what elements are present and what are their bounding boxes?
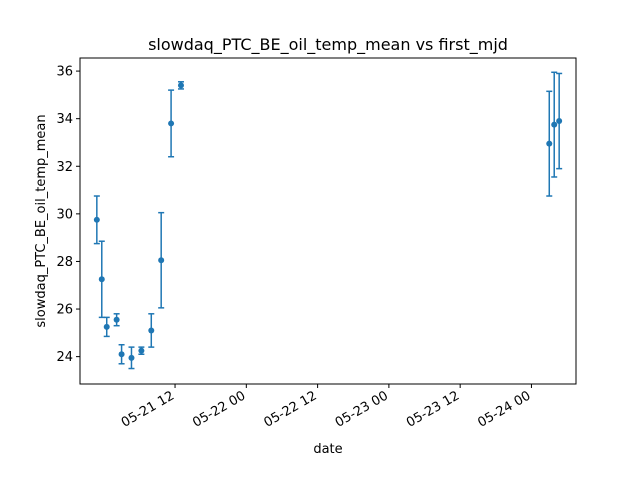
y-tick-label: 30 xyxy=(56,207,73,222)
y-axis: 24 26 28 30 32 34 36 xyxy=(56,65,80,365)
data-points xyxy=(93,71,563,370)
y-tick-label: 26 xyxy=(56,303,73,318)
data-point xyxy=(551,71,558,178)
marker xyxy=(177,82,184,89)
x-tick-label: 05-24 00 xyxy=(475,388,533,430)
y-tick-label: 36 xyxy=(56,65,73,80)
chart-title: slowdaq_PTC_BE_oil_temp_mean vs first_mj… xyxy=(148,35,508,55)
marker xyxy=(93,216,100,223)
x-tick-label: 05-21 12 xyxy=(119,388,177,430)
x-axis: 05-21 12 05-22 00 05-22 12 05-23 00 05-23 12… xyxy=(119,384,533,431)
y-tick-label: 28 xyxy=(56,255,73,270)
y-tick-label: 24 xyxy=(56,350,73,365)
data-point xyxy=(138,346,145,356)
data-point xyxy=(148,313,155,348)
y-tick-label: 32 xyxy=(56,160,73,175)
x-axis-label: date xyxy=(313,442,342,457)
y-axis-label: slowdaq_PTC_BE_oil_temp_mean xyxy=(34,114,49,327)
data-point xyxy=(103,316,110,338)
marker xyxy=(546,140,553,147)
marker xyxy=(103,323,110,330)
marker xyxy=(551,121,558,128)
x-tick-label: 05-22 00 xyxy=(190,388,248,430)
marker xyxy=(128,354,135,361)
marker xyxy=(118,351,125,358)
data-point xyxy=(128,346,135,370)
data-point xyxy=(168,89,175,158)
x-tick-label: 05-22 12 xyxy=(261,388,319,430)
marker xyxy=(98,276,105,283)
data-point xyxy=(93,195,100,245)
plot-area xyxy=(79,57,577,385)
data-point xyxy=(113,313,120,327)
data-point xyxy=(158,211,165,309)
x-tick-label: 05-23 12 xyxy=(404,388,462,430)
data-point xyxy=(118,343,125,365)
data-point xyxy=(546,90,553,197)
marker xyxy=(168,120,175,127)
x-tick-label: 05-23 00 xyxy=(333,388,391,430)
marker xyxy=(158,257,165,264)
marker xyxy=(113,316,120,323)
data-point xyxy=(177,81,184,90)
marker xyxy=(148,327,155,334)
marker xyxy=(138,347,145,354)
marker xyxy=(556,118,563,125)
data-point xyxy=(556,72,563,170)
y-tick-label: 34 xyxy=(56,112,73,127)
